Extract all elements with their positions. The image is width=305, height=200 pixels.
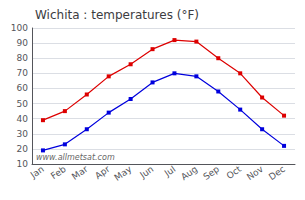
svg-text:20: 20	[17, 144, 29, 154]
svg-text:Jun: Jun	[137, 164, 155, 181]
svg-text:www.allmetsat.com: www.allmetsat.com	[36, 153, 115, 162]
svg-text:Wichita : temperatures (°F): Wichita : temperatures (°F)	[35, 8, 199, 22]
svg-text:100: 100	[11, 23, 28, 33]
svg-text:40: 40	[17, 114, 29, 124]
svg-text:Jul: Jul	[162, 164, 177, 179]
svg-text:Nov: Nov	[245, 164, 266, 183]
svg-text:50: 50	[17, 99, 29, 109]
svg-text:Sep: Sep	[202, 164, 222, 182]
svg-text:Oct: Oct	[225, 164, 244, 181]
svg-text:Feb: Feb	[49, 164, 68, 181]
svg-text:May: May	[113, 164, 135, 183]
svg-text:Mar: Mar	[70, 164, 90, 182]
svg-text:Jan: Jan	[28, 164, 46, 181]
svg-text:Dec: Dec	[267, 164, 287, 182]
svg-text:90: 90	[17, 38, 29, 48]
svg-text:80: 80	[17, 53, 29, 63]
svg-text:10: 10	[17, 159, 29, 169]
svg-text:Aug: Aug	[179, 164, 199, 182]
svg-text:Apr: Apr	[93, 164, 112, 181]
svg-text:30: 30	[17, 129, 29, 139]
svg-text:70: 70	[17, 68, 29, 78]
svg-text:60: 60	[17, 83, 29, 93]
